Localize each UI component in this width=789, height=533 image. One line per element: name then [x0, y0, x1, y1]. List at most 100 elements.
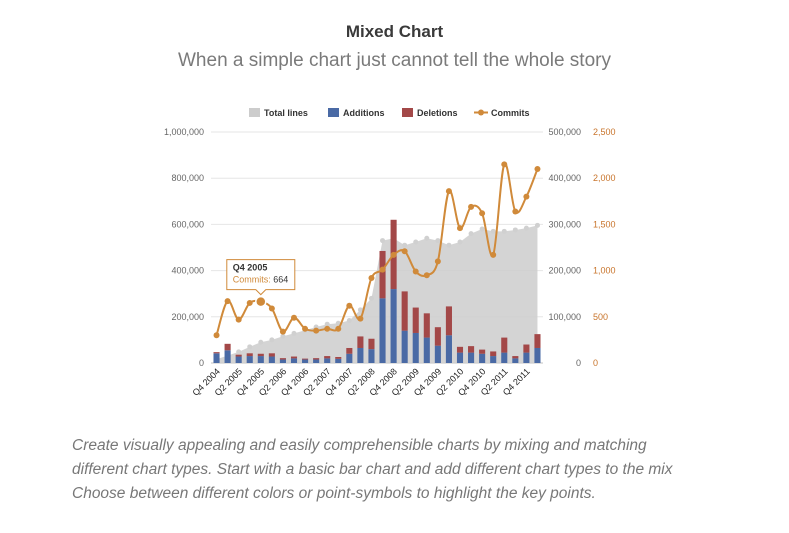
commits-point — [346, 302, 353, 309]
deletions-bar — [523, 344, 530, 353]
commits-point — [335, 325, 342, 332]
deletions-bar — [368, 338, 375, 350]
additions-bar — [302, 359, 309, 363]
deletions-bar — [335, 356, 342, 359]
y-right2-tick-label: 1,500 — [593, 219, 616, 229]
total-lines-point — [247, 344, 253, 350]
deletions-bar — [235, 354, 242, 357]
description-line-3: Choose between different colors or point… — [72, 485, 596, 502]
legend-label-total-lines[interactable]: Total lines — [264, 108, 308, 118]
total-lines-point — [236, 349, 242, 355]
y-right2-tick-label: 1,000 — [593, 266, 616, 276]
legend-swatch-total-lines — [249, 108, 260, 117]
y-left-tick-label: 800,000 — [171, 173, 204, 183]
y-left-tick-label: 0 — [199, 358, 204, 368]
commits-point — [434, 258, 441, 265]
deletions-bar — [346, 347, 353, 354]
commits-point — [512, 208, 519, 215]
additions-bar — [224, 350, 231, 363]
deletions-bar — [313, 358, 320, 360]
deletions-bar — [501, 337, 508, 353]
total-lines-point — [291, 330, 297, 336]
total-lines-point — [346, 317, 352, 323]
legend-label-additions[interactable]: Additions — [343, 108, 385, 118]
y-right1-tick-label: 200,000 — [548, 266, 581, 276]
additions-bar — [501, 352, 508, 363]
additions-bar — [401, 330, 408, 363]
commits-point — [401, 248, 408, 255]
commits-point — [479, 210, 486, 217]
deletions-bar — [213, 352, 220, 354]
deletions-bar — [357, 336, 364, 348]
legend-marker-commits — [478, 109, 484, 116]
legend-label-deletions[interactable]: Deletions — [417, 108, 458, 118]
additions-bar — [268, 356, 275, 363]
additions-bar — [468, 352, 475, 363]
y-left-tick-label: 400,000 — [171, 266, 204, 276]
y-right2-tick-label: 0 — [593, 358, 598, 368]
total-lines-point — [424, 235, 430, 241]
commits-point — [501, 161, 508, 168]
tooltip-hover-point — [255, 295, 267, 308]
total-lines-point — [357, 307, 363, 313]
total-lines-point — [468, 231, 474, 237]
additions-bar — [324, 358, 331, 363]
commits-point — [235, 316, 242, 323]
total-lines-area — [216, 225, 538, 363]
additions-bar — [346, 353, 353, 363]
additions-bar — [335, 358, 342, 363]
deletions-bar — [479, 349, 486, 354]
commits-point — [368, 274, 375, 281]
y-left-tick-label: 600,000 — [171, 219, 204, 229]
total-lines-point — [269, 337, 275, 343]
y-left-tick-label: 200,000 — [171, 312, 204, 322]
legend-swatch-additions — [328, 108, 339, 117]
additions-bar — [390, 289, 397, 363]
commits-point — [357, 315, 364, 322]
additions-bar — [523, 352, 530, 363]
deletions-bar — [468, 346, 475, 353]
total-lines-point — [324, 321, 330, 327]
total-lines-point — [258, 339, 264, 345]
total-lines-point — [501, 228, 507, 234]
additions-bar — [512, 358, 519, 363]
y-right1-tick-label: 400,000 — [548, 173, 581, 183]
deletions-bar — [412, 307, 419, 333]
tooltip-box — [226, 259, 296, 296]
commits-point — [412, 268, 419, 275]
y-right1-tick-label: 100,000 — [548, 312, 581, 322]
commits-point — [379, 266, 386, 273]
commits-point — [423, 272, 430, 279]
commits-point — [457, 225, 463, 232]
additions-bar — [246, 356, 253, 363]
legend-label-commits[interactable]: Commits — [491, 108, 530, 118]
commits-point — [246, 299, 253, 306]
additions-bar — [423, 337, 430, 363]
chart-description: Create visually appealing and easily com… — [72, 434, 752, 506]
deletions-bar — [279, 358, 286, 360]
description-line-2: different chart types. Start with a basi… — [72, 461, 673, 478]
commits-point — [490, 251, 497, 258]
commits-point — [468, 203, 475, 210]
chart-title: Mixed Chart — [345, 22, 444, 41]
additions-bar — [368, 349, 375, 363]
y-left-tick-label: 1,000,000 — [164, 127, 204, 137]
total-lines-point — [523, 225, 529, 231]
deletions-bar — [302, 358, 309, 360]
additions-bar — [357, 347, 364, 363]
deletions-bar — [224, 343, 231, 351]
total-lines-point — [280, 333, 286, 339]
commits-point — [523, 193, 530, 200]
deletions-bar — [268, 353, 275, 357]
deletions-bar — [257, 353, 264, 357]
additions-bar — [479, 353, 486, 363]
commits-point — [302, 325, 309, 332]
additions-bar — [313, 359, 320, 363]
additions-bar — [445, 335, 452, 363]
commits-point — [534, 165, 541, 172]
additions-bar — [235, 356, 242, 363]
commits-point — [390, 251, 397, 258]
commits-point — [291, 314, 297, 321]
deletions-bar — [423, 313, 430, 338]
additions-bar — [213, 353, 220, 363]
